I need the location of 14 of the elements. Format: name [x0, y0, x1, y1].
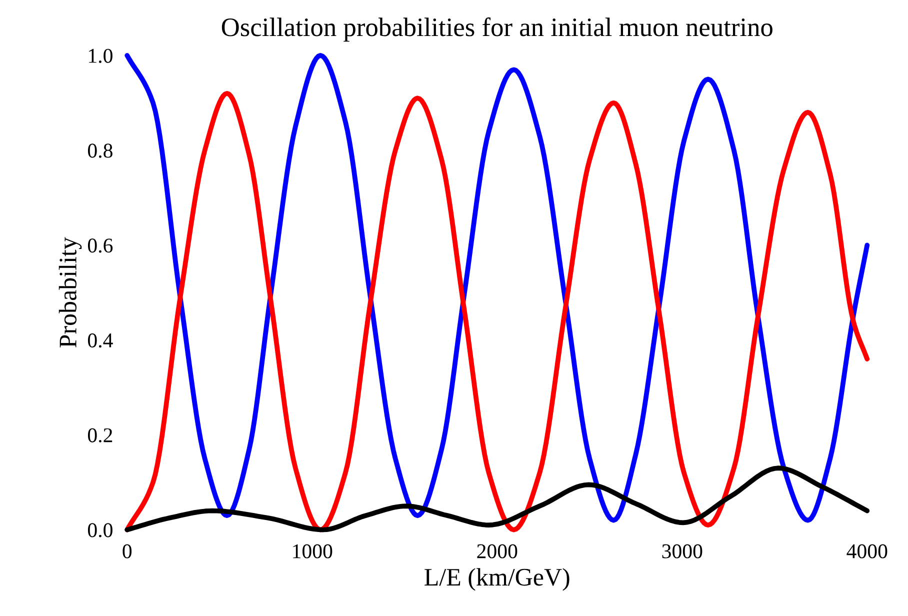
y-tick-label: 0.6: [88, 238, 113, 253]
x-axis-title: L/E (km/GeV): [424, 568, 570, 591]
y-tick-label: 0.8: [88, 144, 112, 158]
y-tick-label: 0.0: [88, 523, 112, 538]
y-tick-label: 1.0: [89, 48, 112, 63]
chart-title: Oscillation probabilities for an initial muon neutrino: [222, 17, 772, 42]
x-tick-label: 0: [122, 544, 132, 558]
x-tick-label: 3000: [662, 544, 702, 558]
x-tick-label: 1000: [293, 544, 332, 558]
y-axis-title: Probability: [58, 237, 82, 348]
y-tick-label: 0.2: [88, 428, 112, 442]
y-tick-label: 0.4: [88, 333, 113, 348]
x-tick-label: 4000: [846, 544, 888, 558]
x-tick-label: 2000: [477, 544, 518, 558]
